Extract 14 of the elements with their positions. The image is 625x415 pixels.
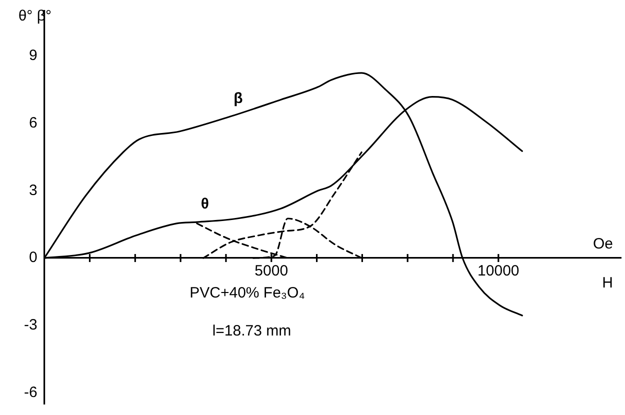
y-tick-label: 0 [28, 249, 38, 266]
x-axis-title: H [602, 274, 613, 292]
y-tick-label: 3 [28, 182, 38, 199]
annotation: Oe [592, 236, 613, 253]
annotation: PVC+40% Fe₃O₄ [190, 284, 305, 302]
y-tick-label: 6 [28, 114, 38, 132]
y-tick-label: -3 [24, 316, 38, 334]
y-tick-label: -6 [24, 384, 38, 401]
annotation: l=18.73 mm [212, 322, 292, 340]
series-label: θ [200, 196, 209, 213]
series-label: β [234, 90, 243, 108]
y-tick-label: 9 [28, 47, 38, 64]
x-tick-label: 5000 [254, 262, 288, 280]
x-tick-label: 10000 [478, 262, 520, 280]
